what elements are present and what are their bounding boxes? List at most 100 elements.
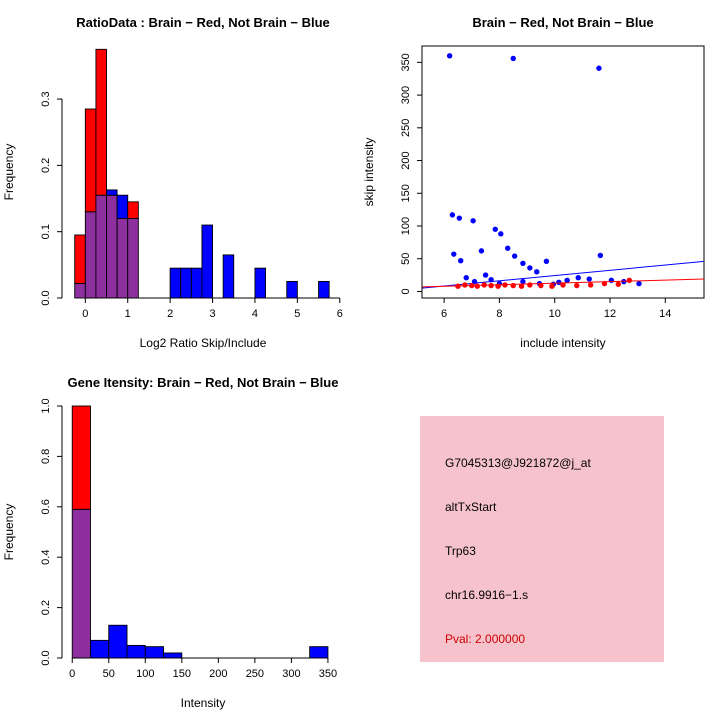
data-point bbox=[556, 279, 562, 285]
x-tick-label: 1 bbox=[125, 308, 131, 320]
chart-title: Gene Itensity: Brain − Red, Not Brain − … bbox=[68, 375, 339, 390]
x-tick-label: 10 bbox=[549, 308, 561, 320]
bar-overlap bbox=[127, 217, 139, 299]
bar-overlap bbox=[116, 217, 129, 299]
location-text: chr16.9916−1.s bbox=[445, 588, 529, 602]
data-point bbox=[543, 258, 550, 265]
y-tick-label: 300 bbox=[400, 86, 412, 104]
series-brain bbox=[421, 277, 705, 289]
x-tick-label: 150 bbox=[173, 668, 191, 680]
bar-overlap bbox=[74, 282, 86, 299]
bar-overlap bbox=[95, 194, 107, 299]
data-point bbox=[446, 53, 453, 59]
data-point bbox=[451, 251, 457, 257]
x-tick-label: 300 bbox=[282, 668, 300, 680]
y-tick-label: 1.0 bbox=[40, 398, 52, 413]
data-point bbox=[449, 212, 456, 218]
data-point bbox=[481, 282, 487, 288]
x-axis-label: Log2 Ratio Skip/Include bbox=[140, 336, 267, 350]
data-point bbox=[636, 280, 642, 287]
gene-name-text: Trp63 bbox=[445, 544, 476, 558]
panel-intensity-scatter: Brain − Red, Not Brain − Blue include int… bbox=[360, 0, 720, 360]
bar-not-brain bbox=[180, 267, 192, 299]
y-tick-label: 250 bbox=[400, 119, 412, 137]
bar-brain bbox=[71, 405, 91, 510]
plot-box bbox=[421, 45, 705, 299]
data-point bbox=[488, 276, 494, 283]
y-tick-label: 0.3 bbox=[40, 91, 52, 106]
data-point bbox=[564, 277, 570, 284]
bar-not-brain bbox=[106, 189, 118, 196]
histogram-bars bbox=[74, 48, 330, 299]
y-tick-label: 0.6 bbox=[40, 499, 52, 514]
intensity-scatter: Brain − Red, Not Brain − Blue include int… bbox=[362, 15, 705, 350]
y-tick-label: 0.0 bbox=[40, 290, 52, 305]
gene-intensity-histogram: Gene Itensity: Brain − Red, Not Brain − … bbox=[2, 375, 339, 710]
y-tick-label: 100 bbox=[400, 217, 412, 235]
data-point bbox=[462, 282, 468, 288]
x-tick-label: 5 bbox=[294, 308, 300, 320]
bar-not-brain bbox=[126, 644, 146, 659]
x-tick-label: 0 bbox=[82, 308, 88, 320]
data-point bbox=[608, 277, 615, 284]
probe-id-text: G7045313@J921872@j_at bbox=[445, 456, 591, 470]
x-tick-label: 12 bbox=[604, 308, 616, 320]
chart-title: RatioData : Brain − Red, Not Brain − Blu… bbox=[76, 15, 330, 30]
bar-not-brain bbox=[222, 254, 235, 299]
x-axis-label: Intensity bbox=[181, 696, 226, 710]
data-point bbox=[597, 252, 604, 259]
pval-text: Pval: 2.000000 bbox=[445, 632, 526, 646]
data-point bbox=[471, 278, 478, 285]
data-point bbox=[505, 245, 511, 251]
bar-not-brain bbox=[108, 624, 128, 659]
bar-not-brain bbox=[90, 639, 110, 659]
y-tick-label: 200 bbox=[400, 151, 412, 169]
x-tick-label: 2 bbox=[167, 308, 173, 320]
data-point bbox=[456, 215, 463, 221]
y-tick-label: 0.8 bbox=[40, 449, 52, 464]
fit-line bbox=[421, 260, 705, 289]
x-tick-label: 14 bbox=[659, 308, 671, 320]
data-point bbox=[502, 282, 508, 288]
data-point bbox=[492, 226, 498, 232]
y-tick-label: 0.0 bbox=[40, 650, 52, 665]
data-point bbox=[458, 257, 464, 264]
bar-not-brain bbox=[201, 224, 213, 299]
data-point bbox=[498, 231, 504, 237]
y-tick-label: 0.2 bbox=[40, 600, 52, 615]
data-point bbox=[527, 282, 533, 288]
x-tick-label: 50 bbox=[103, 668, 115, 680]
y-tick-label: 0.4 bbox=[40, 550, 52, 565]
histogram-bars bbox=[71, 405, 329, 659]
y-axis-label: Frequency bbox=[2, 144, 16, 201]
bar-not-brain bbox=[163, 652, 183, 659]
bar-brain bbox=[127, 201, 139, 219]
data-point bbox=[469, 282, 475, 289]
bar-brain bbox=[74, 234, 86, 284]
data-point bbox=[615, 281, 621, 287]
data-point bbox=[596, 65, 602, 71]
y-tick-label: 150 bbox=[400, 184, 412, 202]
data-point bbox=[560, 282, 566, 288]
data-point bbox=[520, 278, 526, 285]
bar-not-brain bbox=[169, 267, 182, 299]
x-tick-label: 250 bbox=[246, 668, 264, 680]
x-tick-label: 350 bbox=[319, 668, 337, 680]
data-point bbox=[527, 265, 533, 271]
data-point bbox=[626, 277, 633, 284]
bar-not-brain bbox=[309, 646, 329, 659]
x-tick-label: 3 bbox=[209, 308, 215, 320]
data-point bbox=[510, 282, 516, 289]
data-point bbox=[510, 55, 516, 62]
bar-brain bbox=[95, 48, 107, 196]
x-tick-label: 8 bbox=[496, 308, 502, 320]
data-point bbox=[534, 269, 540, 275]
data-point bbox=[587, 282, 594, 288]
data-point bbox=[575, 275, 581, 281]
bar-not-brain bbox=[286, 280, 298, 299]
chart-title: Brain − Red, Not Brain − Blue bbox=[472, 15, 653, 30]
bar-not-brain bbox=[116, 194, 129, 219]
bar-not-brain bbox=[144, 646, 164, 659]
x-tick-label: 100 bbox=[136, 668, 154, 680]
